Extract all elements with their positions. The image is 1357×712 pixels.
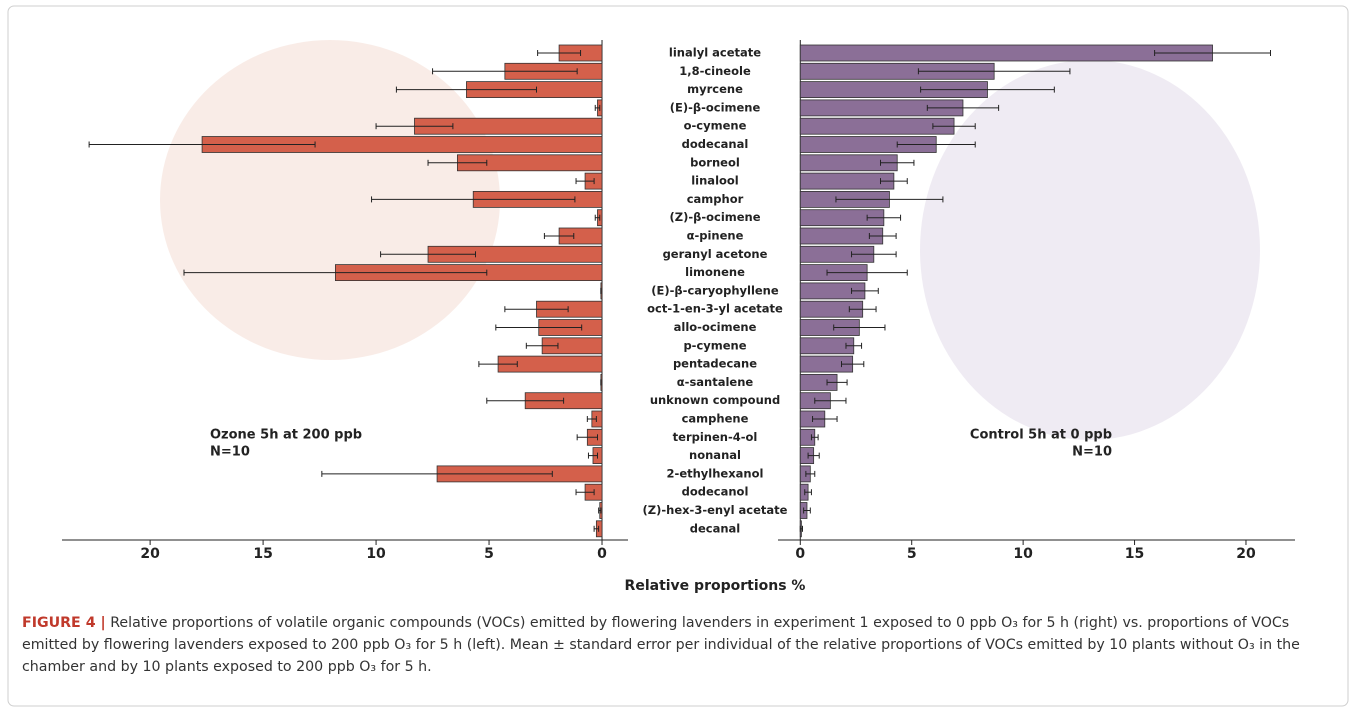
category-label: 2-ethylhexanol: [667, 466, 764, 480]
caption-label: FIGURE 4 |: [22, 615, 106, 631]
category-label: 1,8-cineole: [679, 64, 751, 78]
x-tick-label: 5: [907, 546, 917, 562]
category-label: borneol: [690, 155, 740, 169]
category-label: pentadecane: [673, 357, 757, 371]
category-label: p-cymene: [683, 338, 746, 352]
x-tick-label: 20: [140, 546, 160, 562]
bar: [799, 172, 895, 190]
category-label: α-pinene: [687, 229, 744, 243]
category-label: myrcene: [687, 82, 743, 96]
category-label: geranyl acetone: [663, 247, 768, 261]
smoke: [920, 60, 1260, 440]
x-tick-label: 0: [795, 546, 805, 562]
category-label: camphene: [682, 412, 749, 426]
category-label: decanal: [690, 521, 741, 535]
x-tick-label: 20: [1236, 546, 1256, 562]
x-tick-label: 0: [597, 546, 607, 562]
caption-text: Relative proportions of volatile organic…: [22, 615, 1300, 675]
category-label: unknown compound: [650, 393, 780, 407]
x-tick-label: 15: [253, 546, 272, 562]
annotation: Ozone 5h at 200 ppb: [210, 428, 362, 443]
smoke: [160, 40, 500, 360]
x-tick-label: 5: [484, 546, 494, 562]
x-tick-label: 10: [1013, 546, 1033, 562]
category-label: (Z)-β-ocimene: [669, 210, 760, 224]
annotation: N=10: [210, 445, 250, 460]
category-label: linalyl acetate: [669, 46, 761, 60]
category-label: (E)-β-ocimene: [670, 100, 761, 114]
category-label: α-santalene: [677, 375, 754, 389]
annotation: N=10: [1072, 445, 1112, 460]
category-label: nonanal: [689, 448, 741, 462]
x-tick-label: 15: [1125, 546, 1144, 562]
frame: [7, 5, 1349, 707]
category-label: allo-ocimene: [674, 320, 757, 334]
caption: FIGURE 4 | Relative proportions of volat…: [22, 612, 1337, 678]
x-axis-label: Relative proportions %: [625, 578, 806, 594]
category-label: (E)-β-caryophyllene: [651, 283, 779, 297]
category-label: o-cymene: [684, 119, 747, 133]
category-label: terpinen-4-ol: [673, 430, 758, 444]
category-label: dodecanol: [682, 485, 749, 499]
bar: [799, 44, 1213, 62]
category-label: oct-1-en-3-yl acetate: [647, 302, 783, 316]
x-tick-label: 10: [366, 546, 386, 562]
category-label: dodecanal: [682, 137, 749, 151]
category-label: camphor: [687, 192, 744, 206]
bar: [799, 117, 955, 135]
category-label: linalool: [691, 174, 739, 188]
category-label: limonene: [685, 265, 745, 279]
category-label: (Z)-hex-3-enyl acetate: [643, 503, 788, 517]
annotation: Control 5h at 0 ppb: [970, 428, 1112, 443]
